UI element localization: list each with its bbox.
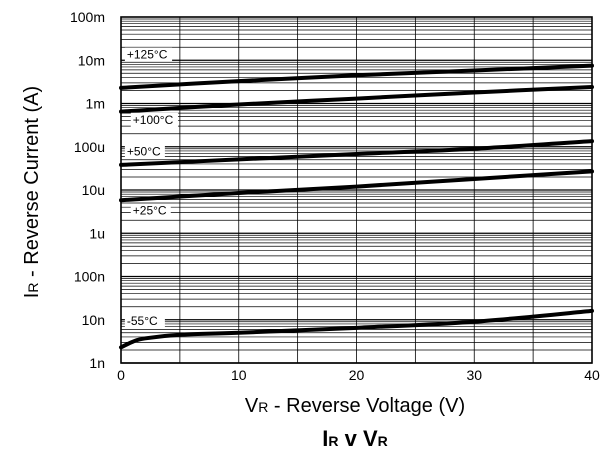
x-tick-label: 0 — [117, 367, 125, 383]
series-line — [119, 308, 594, 350]
chart-title: IR v VR — [322, 426, 388, 451]
x-tick-label: 10 — [231, 367, 247, 383]
series-line — [119, 63, 594, 90]
series-label: -55°C — [127, 314, 158, 328]
series-line — [119, 85, 594, 114]
y-axis-title: IR - Reverse Current (A) — [21, 86, 43, 298]
y-tick-label: 10m — [78, 52, 105, 68]
series-label-bg — [130, 112, 178, 127]
x-tick-label: 20 — [349, 367, 365, 383]
series-lines — [119, 63, 594, 350]
series-label: +100°C — [133, 113, 174, 127]
axis-ticks: 0 10 20 30 40 1n 10n 100n 1u 10u 100u 1m 10m 100m — [70, 9, 600, 383]
y-tick-label: 100n — [74, 269, 105, 285]
x-tick-label: 30 — [466, 367, 482, 383]
y-tick-label: 1u — [89, 225, 105, 241]
series-line — [119, 169, 594, 203]
series-label-bg — [124, 314, 165, 329]
x-tick-label: 40 — [584, 367, 600, 383]
y-tick-label: 10n — [82, 312, 105, 328]
series-label: +125°C — [127, 47, 168, 61]
y-tick-label: 100m — [70, 9, 105, 25]
series-label: +50°C — [127, 145, 161, 159]
series-label-bg — [130, 203, 171, 218]
y-tick-label: 1n — [89, 355, 105, 371]
y-tick-label: 1m — [86, 96, 105, 112]
y-tick-label: 10u — [82, 182, 105, 198]
series-label-bg — [124, 47, 173, 62]
y-tick-label: 100u — [74, 139, 105, 155]
series-label-bg — [124, 144, 165, 159]
series-label: +25°C — [133, 204, 167, 218]
x-axis-title: VR - Reverse Voltage (V) — [245, 395, 465, 417]
series-labels: +125°C +100°C +50°C +25°C -55°C — [124, 47, 178, 329]
plot-frame — [120, 16, 593, 364]
series-line — [119, 139, 594, 167]
